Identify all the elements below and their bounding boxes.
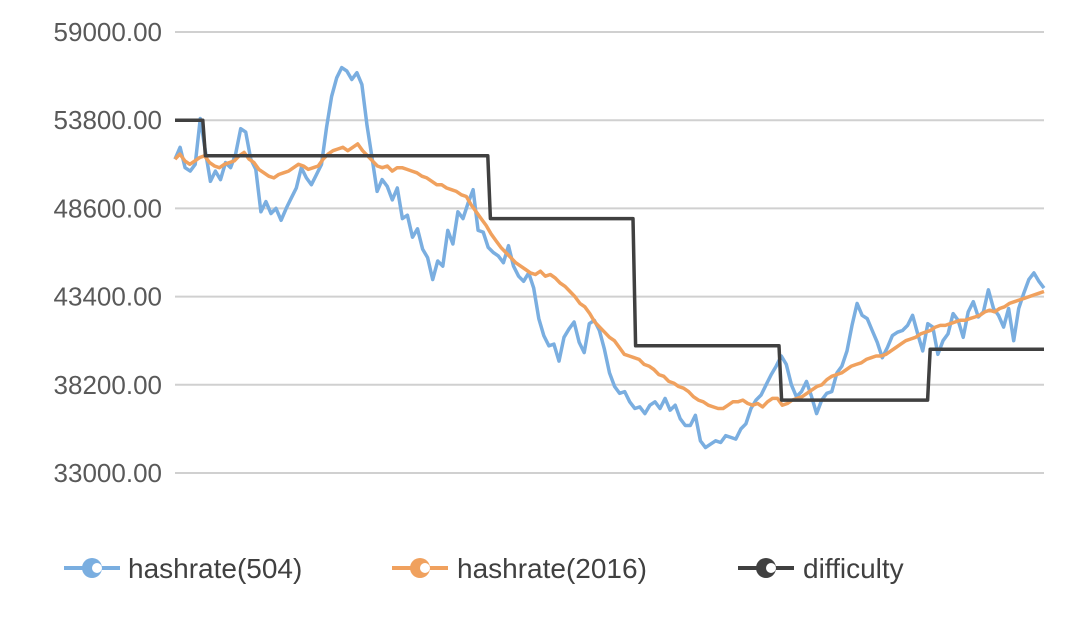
series-lines [173, 65, 1046, 450]
y-tick-label: 53800.00 [54, 105, 162, 135]
y-tick-label: 33000.00 [54, 458, 162, 488]
y-tick-label: 38200.00 [54, 370, 162, 400]
legend-marker-cutout [766, 563, 776, 573]
y-tick-label: 48600.00 [54, 193, 162, 223]
legend-marker-cutout [420, 563, 430, 573]
gridlines [175, 31, 1044, 474]
legend-item-hashrate-2016[interactable]: hashrate(2016) [392, 553, 647, 584]
y-tick-label: 59000.00 [54, 17, 162, 47]
legend-item-hashrate-504[interactable]: hashrate(504) [64, 553, 302, 584]
legend: hashrate(504) hashrate(2016) difficulty [64, 553, 904, 584]
y-axis-tick-labels: 59000.00 53800.00 48600.00 43400.00 38200.00… [54, 17, 162, 488]
y-tick-label: 43400.00 [54, 282, 162, 312]
series-line-hashrate-2016 [173, 142, 1045, 411]
series-line-difficulty [175, 118, 1044, 402]
legend-label-hashrate-504: hashrate(504) [128, 553, 302, 584]
legend-label-difficulty: difficulty [803, 553, 904, 584]
legend-marker-cutout [92, 563, 102, 573]
legend-label-hashrate-2016: hashrate(2016) [457, 553, 647, 584]
legend-item-difficulty[interactable]: difficulty [738, 553, 904, 584]
series-line-hashrate-504 [173, 65, 1046, 450]
